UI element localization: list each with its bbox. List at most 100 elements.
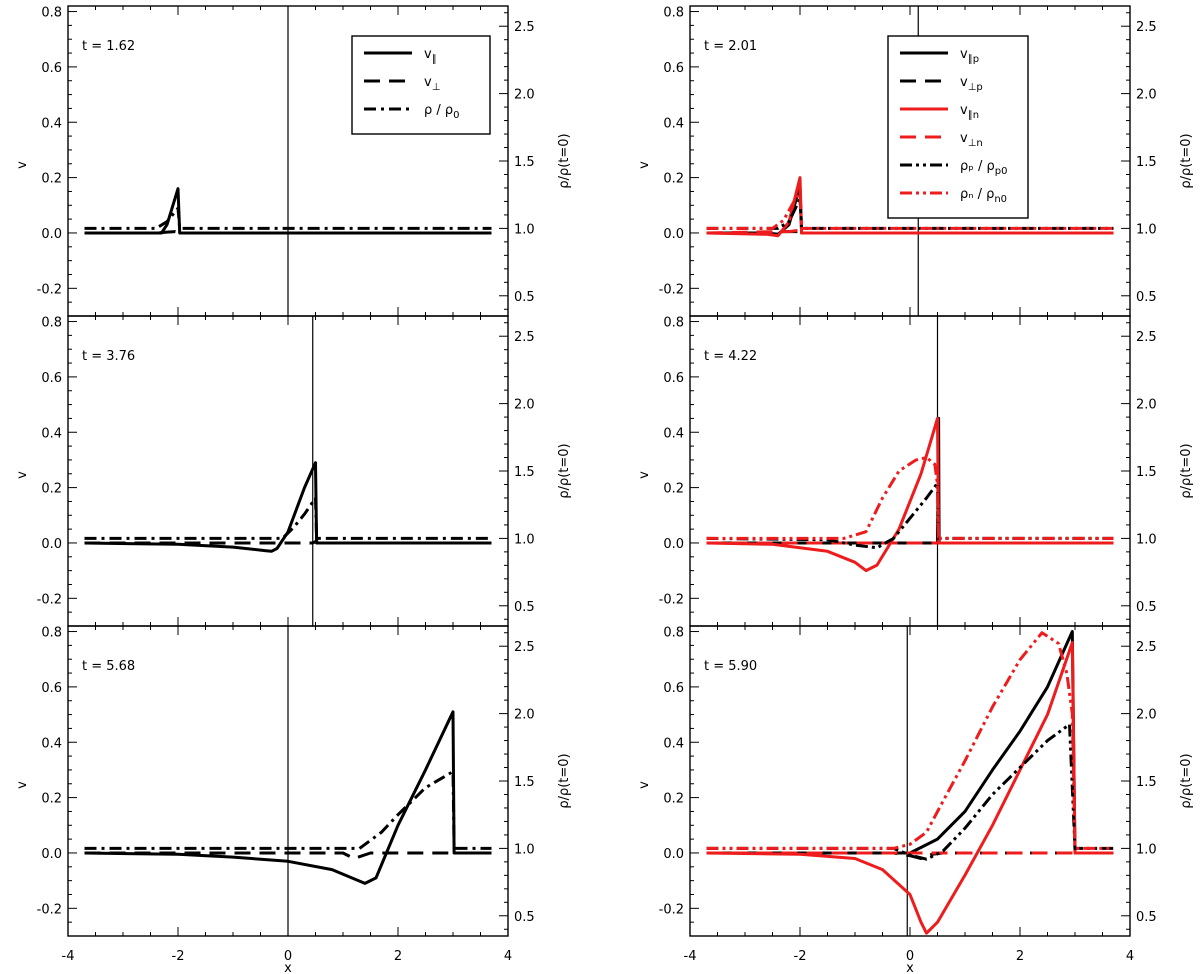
right-tick-label: 1.5 (514, 465, 535, 480)
legend-label-rho_p: ρₚ / ρp0 (960, 159, 1007, 177)
left-tick-label: 0.8 (663, 6, 684, 21)
left-tick-label: 0.2 (41, 172, 62, 187)
right-tick-label: 0.5 (1136, 910, 1157, 925)
left-tick-label: 0.4 (41, 116, 62, 131)
left-tick-label: 0.8 (41, 6, 62, 21)
right-tick-label: 1.0 (514, 532, 535, 547)
left-tick-label: 0.8 (663, 626, 684, 641)
time-label: t = 5.90 (704, 659, 757, 674)
series-vperp (84, 851, 492, 860)
left-tick-label: 0.0 (663, 537, 684, 552)
left-tick-label: 0.2 (663, 172, 684, 187)
series-vpar_p (706, 630, 1114, 855)
right-tick-label: 2.5 (514, 640, 535, 655)
series-rho_n (706, 631, 1114, 850)
legend-box (351, 35, 491, 135)
left-tick-label: 0.6 (41, 371, 62, 386)
left-tick-label: 0.6 (663, 371, 684, 386)
left-tick-label: -0.2 (659, 592, 684, 607)
left-axis-title: v (637, 471, 652, 479)
legend-label-vperp_p: v⊥p (960, 75, 983, 93)
left-axis-title: v (15, 781, 30, 789)
panel-0-1: -0.2 0.0 0.2 0.4 0.6 0.8 0.5 1.0 1.5 2.0 2.5 t = 3.… (15, 315, 572, 627)
right-tick-label: 1.5 (514, 775, 535, 790)
right-tick-label: 0.5 (514, 910, 535, 925)
series-rho (84, 496, 492, 540)
left-tick-label: -0.2 (659, 902, 684, 917)
left-tick-label: -0.2 (37, 902, 62, 917)
right-tick-label: 2.0 (514, 88, 535, 103)
series-vperp (84, 230, 492, 235)
right-tick-label: 0.5 (1136, 290, 1157, 305)
panel-1-1: -0.2 0.0 0.2 0.4 0.6 0.8 0.5 1.0 1.5 2.0 2.5 t = 4.… (637, 315, 1194, 627)
series-vperp_n (706, 228, 1114, 235)
legend-label-vperp: v⊥ (424, 75, 440, 93)
x-tick-label: 4 (1126, 949, 1134, 964)
x-tick-label: -2 (172, 949, 185, 964)
left-tick-label: -0.2 (37, 282, 62, 297)
left-tick-label: 0.8 (663, 316, 684, 331)
left-axis-title: v (637, 781, 652, 789)
right-tick-label: 2.0 (1136, 708, 1157, 723)
right-axis-title: ρ/ρ(t=0) (557, 443, 572, 498)
left-axis-title: v (15, 471, 30, 479)
x-tick-label: 0 (284, 949, 292, 964)
left-tick-label: 0.6 (41, 61, 62, 76)
series-rho (84, 770, 492, 850)
left-tick-label: 0.0 (41, 227, 62, 242)
time-label: t = 2.01 (704, 39, 757, 54)
left-tick-label: 0.0 (663, 227, 684, 242)
left-tick-label: 0.2 (41, 482, 62, 497)
right-tick-label: 0.5 (514, 600, 535, 615)
right-tick-label: 1.5 (1136, 775, 1157, 790)
legend-label-rho: ρ / ρ0 (424, 103, 460, 121)
x-tick-label: 0 (906, 949, 914, 964)
legend-label-vpar_p: v∥p (960, 47, 979, 65)
series-vperp (84, 540, 492, 545)
x-tick-label: 4 (504, 949, 512, 964)
legend-box (887, 35, 1029, 219)
legend-label-rho_n: ρₙ / ρn0 (960, 187, 1007, 205)
left-tick-label: 0.4 (663, 116, 684, 131)
x-tick-label: -2 (794, 949, 807, 964)
left-tick-label: 0.6 (41, 681, 62, 696)
x-tick-label: -4 (62, 949, 75, 964)
left-axis-title: v (15, 161, 30, 169)
left-tick-label: 0.2 (41, 792, 62, 807)
time-label: t = 1.62 (82, 39, 135, 54)
series-vpar (84, 461, 492, 553)
right-axis-title: ρ/ρ(t=0) (1179, 753, 1194, 808)
x-tick-label: 2 (1016, 949, 1024, 964)
x-tick-label: -4 (684, 949, 697, 964)
x-axis-title: x (906, 961, 914, 974)
left-axis-title: v (637, 161, 652, 169)
panel-1-2: -0.2 0.0 0.2 0.4 0.6 0.8 0.5 1.0 1.5 2.0 2.5 t = 5.… (637, 625, 1194, 937)
right-tick-label: 2.5 (514, 20, 535, 35)
left-tick-label: 0.2 (663, 482, 684, 497)
right-axis-title: ρ/ρ(t=0) (1179, 133, 1194, 188)
left-tick-label: 0.0 (41, 537, 62, 552)
legend-0: v∥ v⊥ ρ / ρ0 (351, 35, 491, 135)
series-rho (84, 206, 492, 230)
right-tick-label: 2.5 (1136, 20, 1157, 35)
right-tick-label: 1.0 (1136, 222, 1157, 237)
legend-1: v∥p v⊥p v∥n v⊥n ρₚ / ρp0 ρₙ / ρn0 (887, 35, 1029, 219)
left-tick-label: 0.0 (663, 847, 684, 862)
right-tick-label: 0.5 (1136, 600, 1157, 615)
left-tick-label: 0.6 (663, 61, 684, 76)
left-tick-label: 0.8 (41, 316, 62, 331)
right-axis-title: ρ/ρ(t=0) (557, 133, 572, 188)
legend-label-vperp_n: v⊥n (960, 131, 983, 149)
right-tick-label: 0.5 (514, 290, 535, 305)
left-tick-label: 0.4 (663, 426, 684, 441)
left-tick-label: -0.2 (37, 592, 62, 607)
series-vpar_n (706, 641, 1114, 935)
series-rho_n (706, 189, 1114, 230)
right-tick-label: 1.0 (514, 842, 535, 857)
left-tick-label: 0.4 (41, 736, 62, 751)
right-tick-label: 1.5 (1136, 155, 1157, 170)
x-axis-title: x (284, 961, 292, 974)
right-tick-label: 1.5 (1136, 465, 1157, 480)
left-tick-label: 0.8 (41, 626, 62, 641)
right-tick-label: 1.0 (1136, 532, 1157, 547)
